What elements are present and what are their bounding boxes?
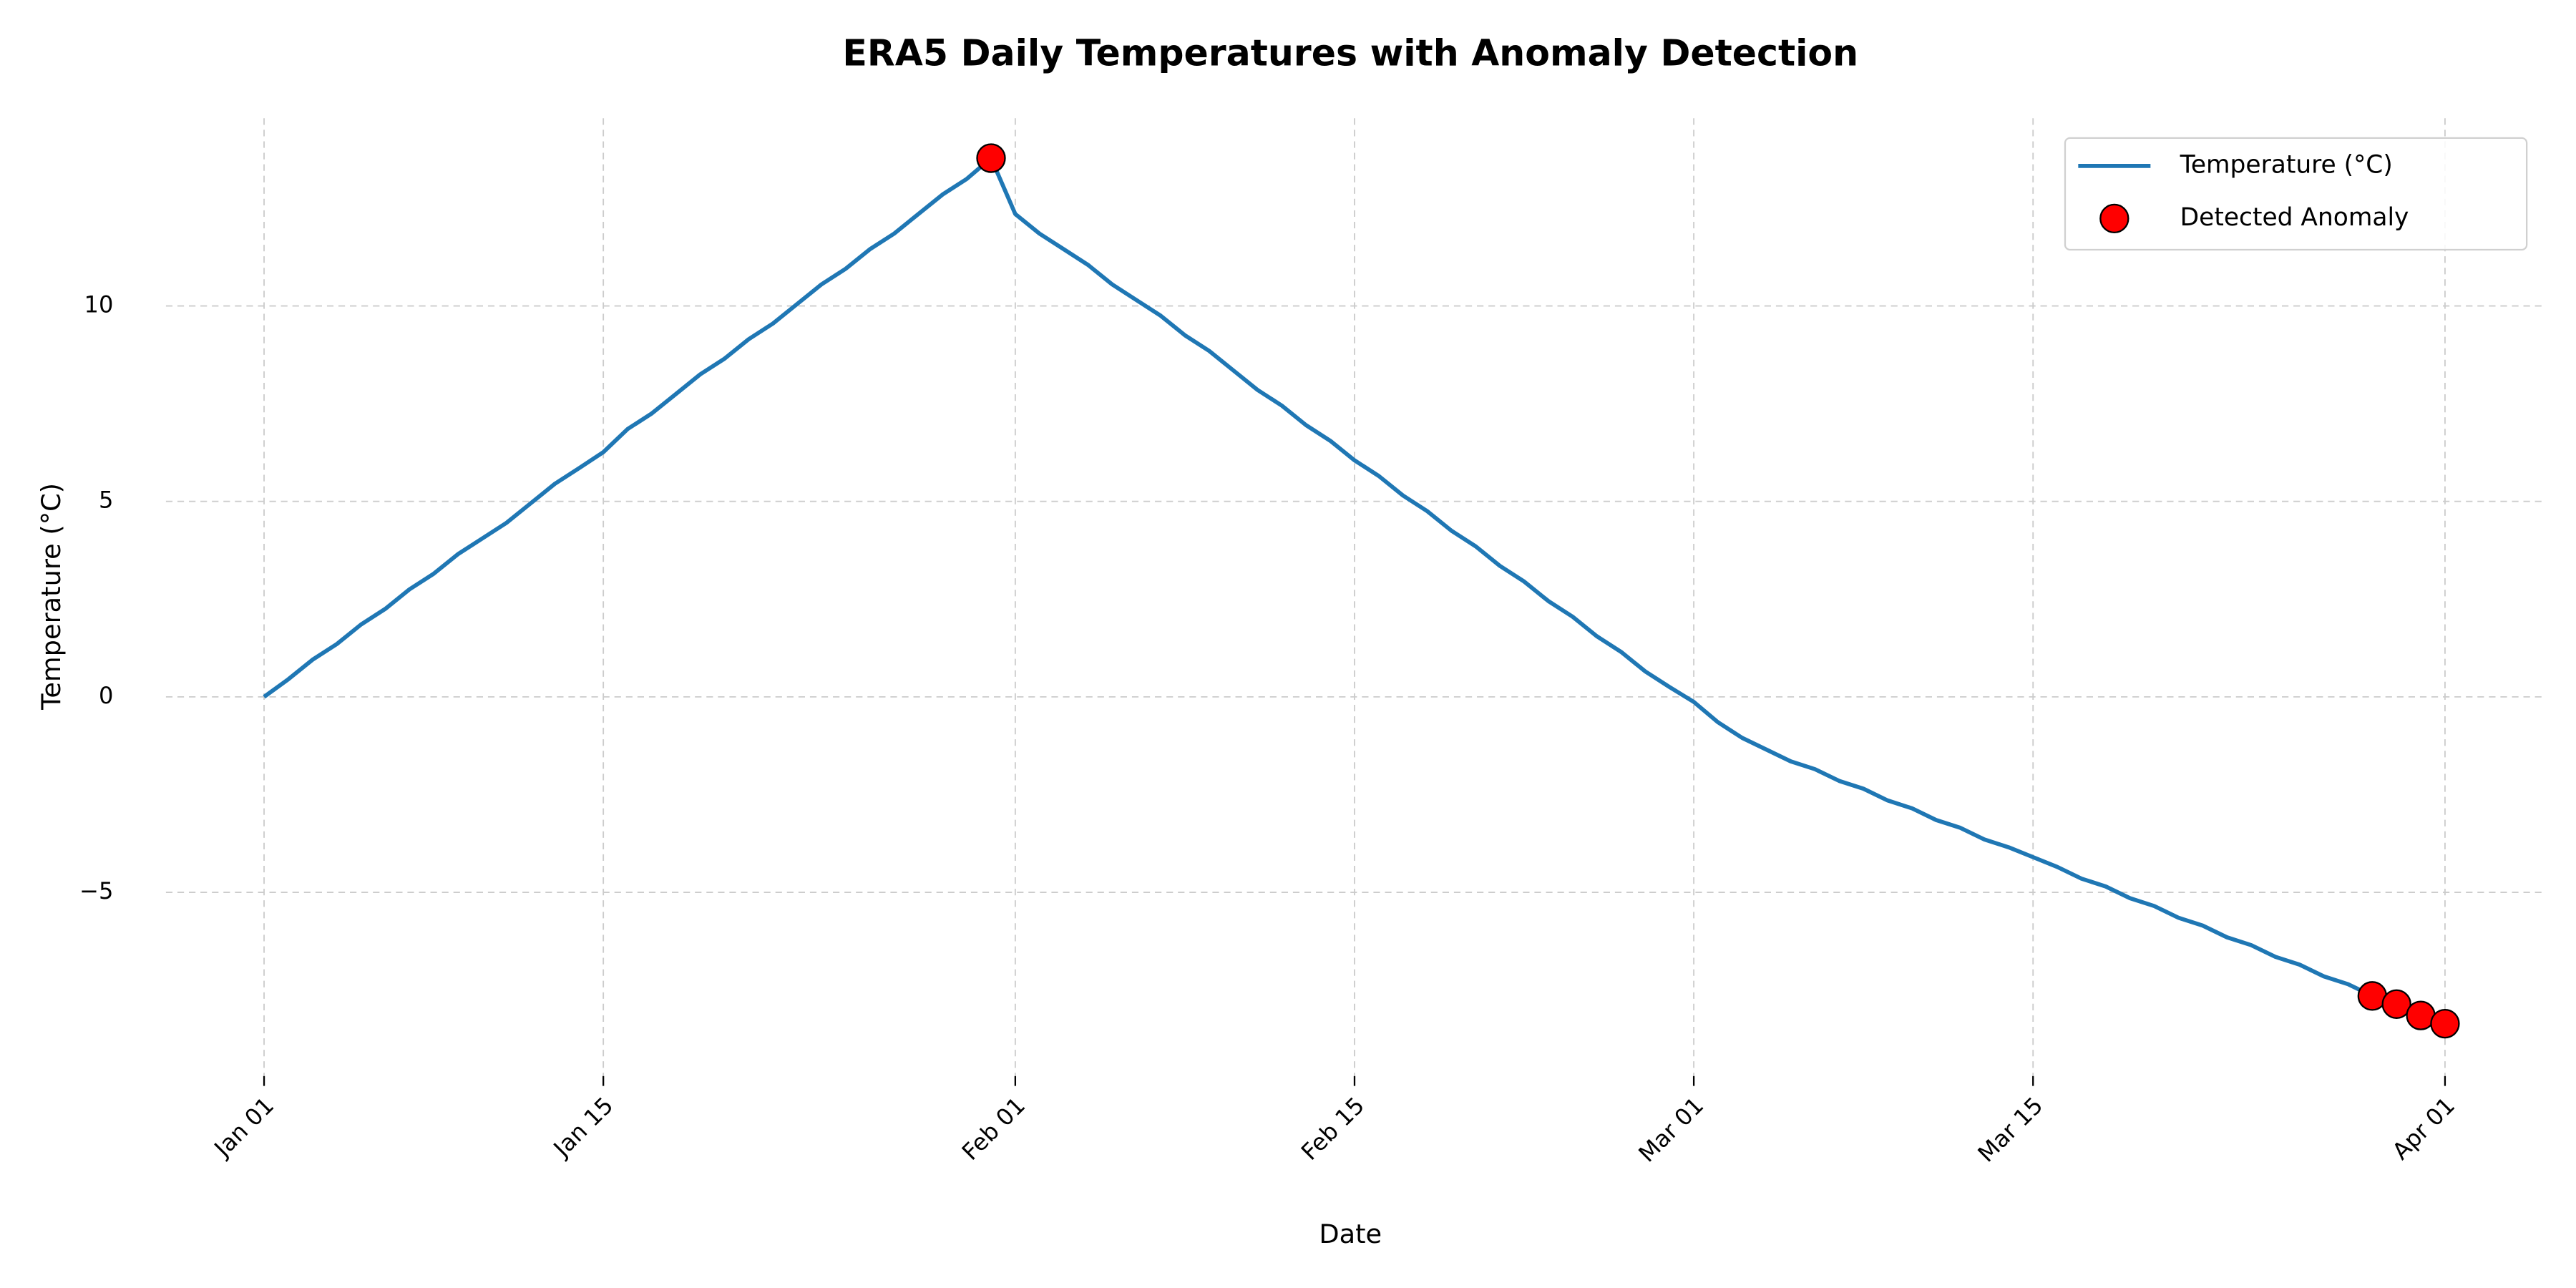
y-tick-label: 0 [99,682,113,709]
anomaly-point [2381,989,2411,1019]
x-tick-label: Jan 01 [208,1092,279,1163]
x-tick-label: Apr 01 [2387,1092,2460,1165]
y-tick-label: 10 [84,291,114,318]
y-tick-label: 5 [99,487,113,514]
x-tick-label: Mar 15 [1973,1092,2049,1168]
anomaly-point [976,143,1006,173]
anomaly-point [2430,1008,2460,1039]
x-tick-label: Mar 01 [1633,1092,1709,1168]
x-axis-label: Date [1319,1219,1382,1249]
x-tick-label: Jan 15 [547,1092,618,1163]
y-tick-label: −5 [79,877,113,904]
legend-marker [2099,203,2129,234]
x-tick-label: Feb 01 [957,1092,1030,1166]
legend-box [2064,137,2528,251]
temperature-line [263,156,2446,1026]
legend-label: Detected Anomaly [2180,203,2409,232]
y-axis-label: Temperature (°C) [36,483,67,711]
legend-label: Temperature (°C) [2180,150,2393,179]
x-tick-label: Feb 15 [1296,1092,1370,1166]
legend: Temperature (°C) Detected Anomaly [2064,137,2528,251]
chart-title: ERA5 Daily Temperatures with Anomaly Det… [842,32,1858,74]
